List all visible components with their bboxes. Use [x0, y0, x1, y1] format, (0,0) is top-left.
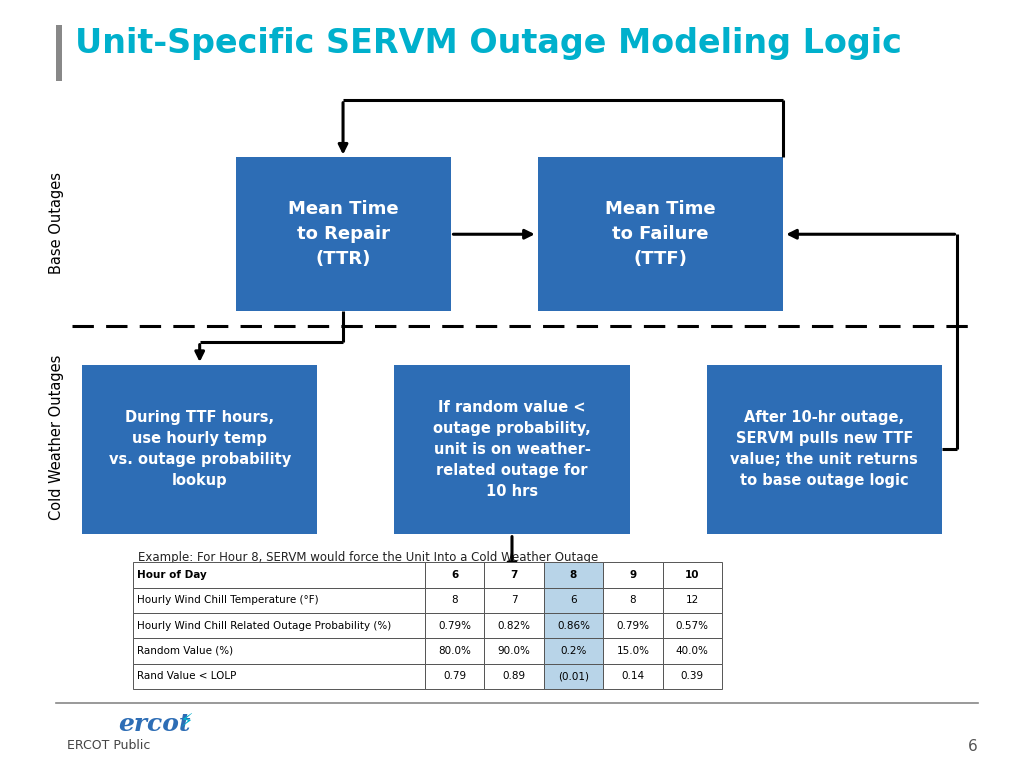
Text: 9: 9 [630, 570, 636, 580]
Bar [425, 588, 484, 613]
Text: Base Outages: Base Outages [49, 172, 63, 273]
Text: Hourly Wind Chill Related Outage Probability (%): Hourly Wind Chill Related Outage Probabi… [137, 621, 391, 631]
Text: 0.14: 0.14 [622, 671, 644, 681]
Text: 0.79: 0.79 [443, 671, 466, 681]
FancyBboxPatch shape [236, 157, 451, 311]
Text: Example: For Hour 8, SERVM would force the Unit Into a Cold Weather Outage: Example: For Hour 8, SERVM would force t… [138, 551, 598, 564]
Text: Rand Value < LOLP: Rand Value < LOLP [137, 671, 237, 681]
Bar [56, 25, 62, 81]
Bar [663, 664, 722, 689]
Text: During TTF hours,
use hourly temp
vs. outage probability
lookup: During TTF hours, use hourly temp vs. ou… [109, 410, 291, 488]
Text: 0.79%: 0.79% [438, 621, 471, 631]
Bar [663, 562, 722, 588]
Bar [544, 562, 603, 588]
Text: 0.2%: 0.2% [560, 646, 587, 656]
Text: Unit-Specific SERVM Outage Modeling Logic: Unit-Specific SERVM Outage Modeling Logi… [75, 27, 901, 60]
Text: 8: 8 [452, 595, 458, 605]
Bar [133, 664, 425, 689]
Text: ⚡: ⚡ [179, 712, 193, 731]
Bar [133, 588, 425, 613]
FancyBboxPatch shape [707, 365, 942, 534]
Text: Hourly Wind Chill Temperature (°F): Hourly Wind Chill Temperature (°F) [137, 595, 318, 605]
FancyBboxPatch shape [394, 365, 630, 534]
Text: Cold Weather Outages: Cold Weather Outages [49, 355, 63, 521]
Text: 0.57%: 0.57% [676, 621, 709, 631]
Text: Mean Time
to Repair
(TTR): Mean Time to Repair (TTR) [288, 200, 398, 268]
Text: 6: 6 [451, 570, 459, 580]
Bar [484, 588, 544, 613]
Bar [544, 588, 603, 613]
Text: 6: 6 [570, 595, 577, 605]
Bar [663, 638, 722, 664]
Text: ERCOT Public: ERCOT Public [67, 739, 150, 752]
Text: 0.39: 0.39 [681, 671, 703, 681]
Bar [603, 638, 663, 664]
Bar [425, 562, 484, 588]
Text: 15.0%: 15.0% [616, 646, 649, 656]
Text: Hour of Day: Hour of Day [137, 570, 207, 580]
Bar [484, 664, 544, 689]
Bar [133, 638, 425, 664]
Bar [484, 613, 544, 638]
Text: 80.0%: 80.0% [438, 646, 471, 656]
Text: 0.86%: 0.86% [557, 621, 590, 631]
Text: 7: 7 [510, 570, 518, 580]
Bar [425, 613, 484, 638]
Bar [603, 613, 663, 638]
Text: (0.01): (0.01) [558, 671, 589, 681]
Text: 8: 8 [569, 570, 578, 580]
Text: Mean Time
to Failure
(TTF): Mean Time to Failure (TTF) [605, 200, 716, 268]
Text: If random value <
outage probability,
unit is on weather-
related outage for
10 : If random value < outage probability, un… [433, 400, 591, 498]
Bar [544, 613, 603, 638]
Text: ercot: ercot [118, 712, 190, 736]
Text: 90.0%: 90.0% [498, 646, 530, 656]
Bar [603, 664, 663, 689]
Text: 8: 8 [630, 595, 636, 605]
Text: 7: 7 [511, 595, 517, 605]
Text: After 10-hr outage,
SERVM pulls new TTF
value; the unit returns
to base outage l: After 10-hr outage, SERVM pulls new TTF … [730, 410, 919, 488]
Bar [544, 638, 603, 664]
Text: 40.0%: 40.0% [676, 646, 709, 656]
Text: 0.79%: 0.79% [616, 621, 649, 631]
FancyBboxPatch shape [82, 365, 317, 534]
Text: Random Value (%): Random Value (%) [137, 646, 233, 656]
Bar [603, 562, 663, 588]
Bar [544, 664, 603, 689]
Text: 6: 6 [968, 739, 978, 754]
Bar [484, 638, 544, 664]
Bar [133, 613, 425, 638]
Bar [603, 588, 663, 613]
Bar [425, 638, 484, 664]
Text: 0.82%: 0.82% [498, 621, 530, 631]
Bar [484, 562, 544, 588]
Bar [133, 562, 425, 588]
Text: 10: 10 [685, 570, 699, 580]
Bar [663, 588, 722, 613]
Text: 0.89: 0.89 [503, 671, 525, 681]
Bar [425, 664, 484, 689]
FancyBboxPatch shape [538, 157, 783, 311]
Bar [663, 613, 722, 638]
Text: 12: 12 [686, 595, 698, 605]
